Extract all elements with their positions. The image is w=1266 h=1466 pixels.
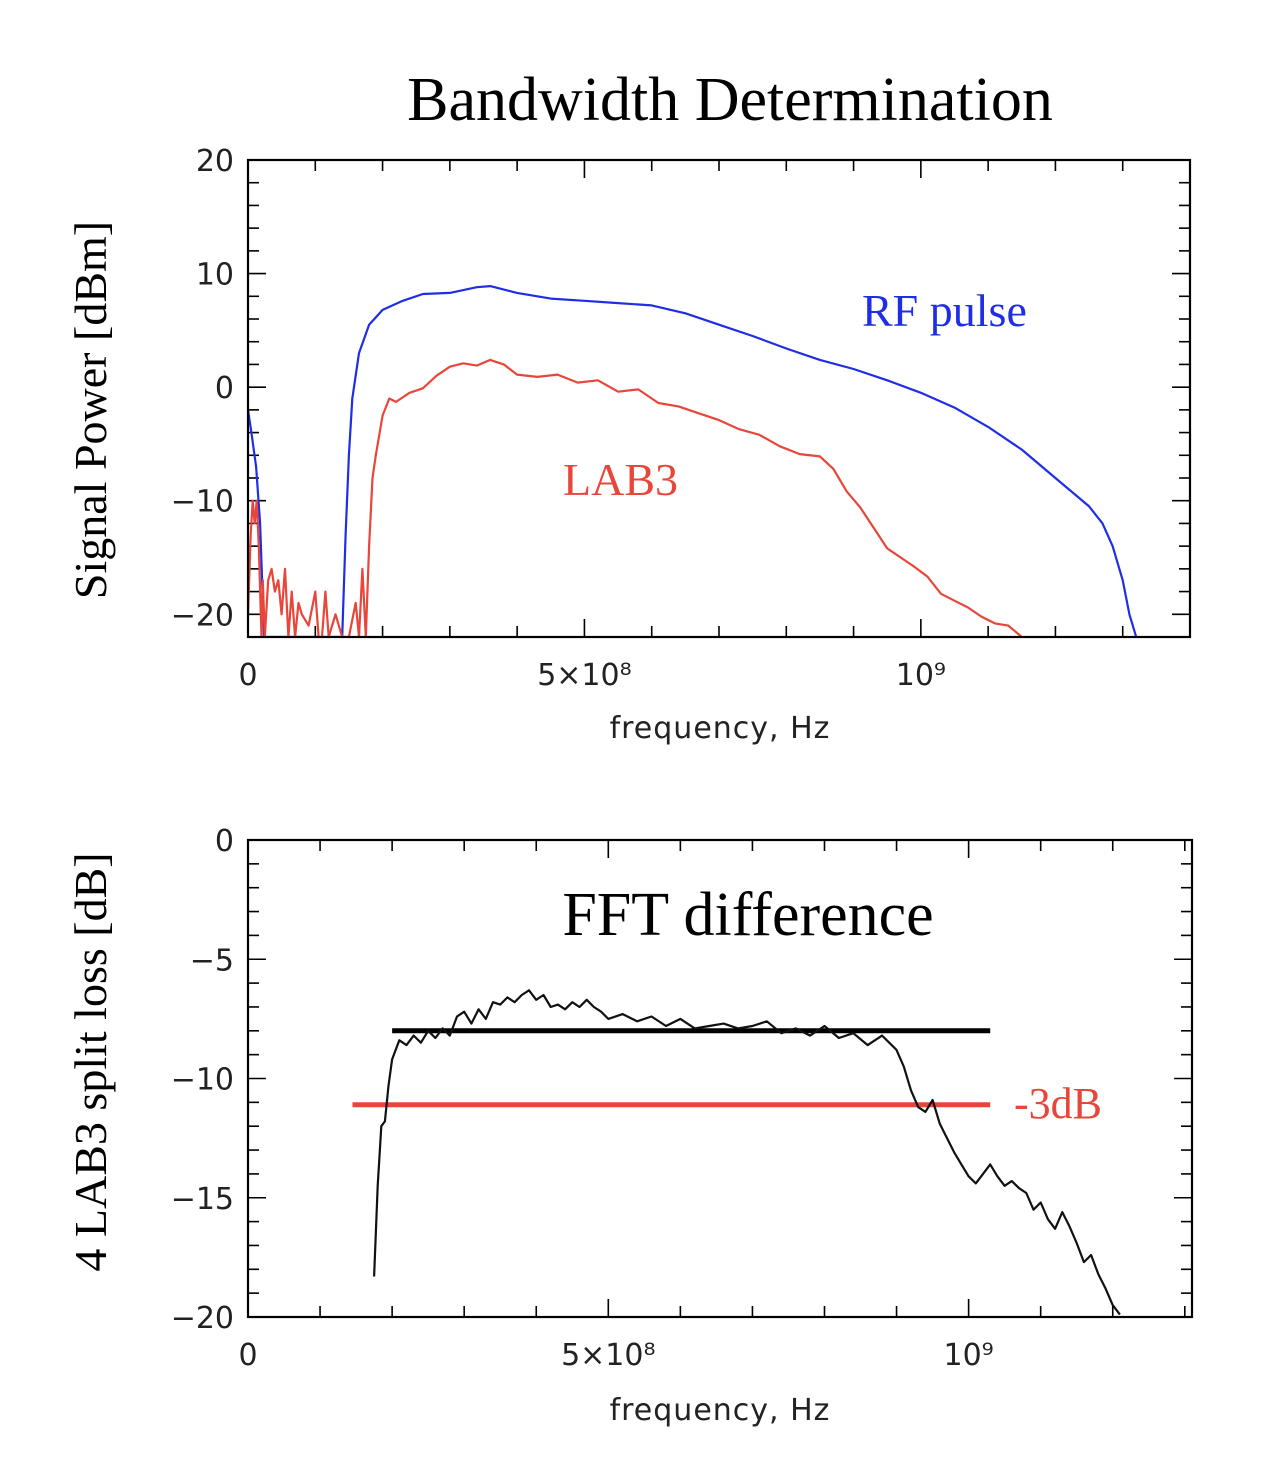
bottom-chart-y-axis-label: 4 LAB3 split loss [dB] bbox=[65, 852, 116, 1271]
lab3-annotation: LAB3 bbox=[563, 454, 678, 505]
top-chart-y-tick-label: 20 bbox=[196, 144, 234, 179]
bottom-chart-y-tick-label: −15 bbox=[171, 1182, 234, 1217]
rf-pulse-series-line bbox=[248, 285, 1138, 637]
top-chart-series bbox=[248, 285, 1138, 637]
fft-difference-annotation: FFT difference bbox=[562, 881, 933, 949]
top-chart: 0 5×10⁸ 10⁹ 20 10 0 −10 −20 frequency, Hz Signa… bbox=[65, 144, 1192, 746]
bottom-chart-y-tick-label: −20 bbox=[171, 1301, 234, 1336]
top-chart-y-tick-label: −20 bbox=[171, 598, 234, 633]
bottom-chart-x-tick-label: 0 bbox=[238, 1338, 257, 1373]
top-chart-x-tick-label: 5×10⁸ bbox=[537, 658, 631, 693]
bottom-chart-y-tick-label: −5 bbox=[190, 943, 234, 978]
figure-title: Bandwidth Determination bbox=[407, 66, 1053, 134]
top-chart-y-tick-label: −10 bbox=[171, 485, 234, 520]
top-chart-ticks bbox=[247, 159, 1191, 638]
bottom-chart-x-axis-label: frequency, Hz bbox=[610, 1393, 831, 1428]
minus-3db-annotation: -3dB bbox=[1014, 1079, 1102, 1128]
bottom-chart: 0 5×10⁸ 10⁹ 0 −5 −10 −15 −20 frequency, Hz 4 LA… bbox=[65, 824, 1194, 1428]
bottom-chart-series bbox=[352, 989, 1121, 1316]
bottom-chart-y-tick-label: 0 bbox=[215, 824, 234, 859]
top-chart-x-axis-label: frequency, Hz bbox=[610, 711, 831, 746]
rf-pulse-annotation: RF pulse bbox=[862, 285, 1027, 336]
bottom-chart-x-tick-label: 10⁹ bbox=[944, 1338, 994, 1373]
bottom-chart-tick-labels: 0 5×10⁸ 10⁹ 0 −5 −10 −15 −20 bbox=[171, 824, 994, 1373]
top-chart-x-tick-label: 10⁹ bbox=[896, 658, 946, 693]
lab3-series-line bbox=[248, 358, 1023, 637]
top-chart-y-tick-label: 10 bbox=[196, 258, 234, 293]
bottom-chart-ticks bbox=[247, 839, 1192, 1318]
top-chart-y-tick-label: 0 bbox=[215, 371, 234, 406]
top-chart-y-axis-label: Signal Power [dBm] bbox=[65, 221, 116, 599]
bottom-chart-x-tick-label: 5×10⁸ bbox=[561, 1338, 655, 1373]
fft-difference-series-line bbox=[373, 989, 1121, 1316]
top-chart-tick-labels: 0 5×10⁸ 10⁹ 20 10 0 −10 −20 bbox=[171, 144, 946, 693]
bottom-chart-y-tick-label: −10 bbox=[171, 1063, 234, 1098]
bottom-chart-frame bbox=[246, 838, 1194, 1319]
top-chart-frame bbox=[246, 158, 1192, 639]
top-chart-x-tick-label: 0 bbox=[238, 658, 257, 693]
